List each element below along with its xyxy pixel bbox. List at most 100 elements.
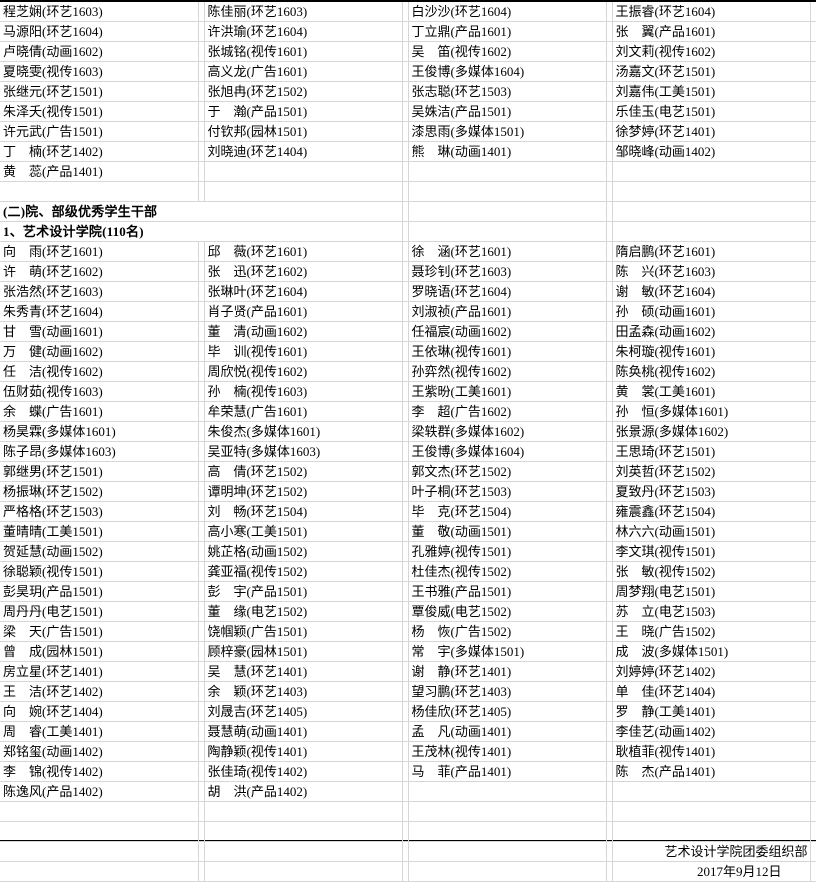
student-name-cell[interactable]: 余 颖(环艺1403) [204,681,403,702]
student-name-cell[interactable]: 付钦邦(园林1501) [204,121,403,142]
spacer-cell[interactable] [606,461,613,482]
spacer-cell[interactable] [810,461,816,482]
student-name-cell[interactable]: 于 瀚(产品1501) [204,101,403,122]
student-name-cell[interactable]: 刘嘉伟(工美1501) [612,81,811,102]
student-name-cell[interactable]: 徐聪颖(视传1501) [0,561,199,582]
spacer-cell[interactable] [810,761,816,782]
student-name-cell[interactable]: 白沙沙(环艺1604) [408,2,607,22]
spacer-cell[interactable] [402,401,409,422]
student-name-cell[interactable]: 望习鹏(环艺1403) [408,681,607,702]
spacer-cell[interactable] [606,321,613,342]
spacer-cell[interactable] [198,2,205,22]
empty-cell[interactable] [408,181,607,202]
spacer-cell[interactable] [198,721,205,742]
student-name-cell[interactable]: 孙 硕(动画1601) [612,301,811,322]
spacer-cell[interactable] [198,41,205,62]
spacer-cell[interactable] [606,561,613,582]
student-name-cell[interactable]: 梁 天(广告1501) [0,621,199,642]
empty-cell[interactable] [810,801,816,822]
student-name-cell[interactable]: 陶静颖(视传1401) [204,741,403,762]
empty-cell[interactable] [204,161,403,182]
student-name-cell[interactable]: 孙 楠(视传1603) [204,381,403,402]
spacer-cell[interactable] [198,781,205,802]
student-name-cell[interactable]: 张志聪(环艺1503) [408,81,607,102]
spacer-cell[interactable] [606,141,613,162]
spacer-cell[interactable] [810,121,816,142]
spacer-cell[interactable] [810,341,816,362]
student-name-cell[interactable]: 吴 慧(环艺1401) [204,661,403,682]
spacer-cell[interactable] [606,521,613,542]
student-name-cell[interactable]: 杜佳杰(视传1502) [408,561,607,582]
spacer-cell[interactable] [198,461,205,482]
student-name-cell[interactable]: 耿植菲(视传1401) [612,741,811,762]
empty-cell[interactable] [408,221,607,242]
spacer-cell[interactable] [402,661,409,682]
spacer-cell[interactable] [402,581,409,602]
student-name-cell[interactable]: 许元武(广告1501) [0,121,199,142]
empty-cell[interactable] [204,861,403,882]
spacer-cell[interactable] [810,721,816,742]
empty-cell[interactable] [606,201,613,222]
student-name-cell[interactable]: 熊 琳(动画1401) [408,141,607,162]
student-name-cell[interactable]: 隋启鹏(环艺1601) [612,241,811,262]
spacer-cell[interactable] [606,41,613,62]
spacer-cell[interactable] [198,641,205,662]
spacer-cell[interactable] [810,561,816,582]
empty-cell[interactable] [198,801,205,822]
student-name-cell[interactable]: 孙弈然(视传1602) [408,361,607,382]
student-name-cell[interactable]: 王思琦(环艺1501) [612,441,811,462]
spacer-cell[interactable] [198,381,205,402]
spacer-cell[interactable] [606,301,613,322]
spacer-cell[interactable] [402,81,409,102]
spacer-cell[interactable] [606,481,613,502]
student-name-cell[interactable]: 黄 裳(工美1601) [612,381,811,402]
spacer-cell[interactable] [402,61,409,82]
student-name-cell[interactable]: 王俊博(多媒体1604) [408,61,607,82]
spacer-cell[interactable] [606,341,613,362]
empty-cell[interactable] [408,821,607,842]
student-name-cell[interactable]: 漆思雨(多媒体1501) [408,121,607,142]
student-name-cell[interactable]: 陈 兴(环艺1603) [612,261,811,282]
spacer-cell[interactable] [198,541,205,562]
student-name-cell[interactable]: 邹晓峰(动画1402) [612,141,811,162]
student-name-cell[interactable]: 彭昊玥(产品1501) [0,581,199,602]
empty-cell[interactable] [204,821,403,842]
spacer-cell[interactable] [198,501,205,522]
spacer-cell[interactable] [810,521,816,542]
spacer-cell[interactable] [810,481,816,502]
spacer-cell[interactable] [402,301,409,322]
student-name-cell[interactable]: 夏晓雯(视传1603) [0,61,199,82]
spacer-cell[interactable] [606,381,613,402]
spacer-cell[interactable] [402,761,409,782]
spacer-cell[interactable] [198,261,205,282]
student-name-cell[interactable]: 常 宇(多媒体1501) [408,641,607,662]
empty-cell[interactable] [606,181,613,202]
student-name-cell[interactable]: 郭文杰(环艺1502) [408,461,607,482]
spacer-cell[interactable] [198,521,205,542]
empty-cell[interactable] [612,821,811,842]
spacer-cell[interactable] [606,21,613,42]
spacer-cell[interactable] [810,161,816,182]
spacer-cell[interactable] [606,121,613,142]
student-name-cell[interactable]: 王振睿(环艺1604) [612,2,811,22]
spacer-cell[interactable] [402,21,409,42]
student-name-cell[interactable]: 牟荣慧(广告1601) [204,401,403,422]
empty-cell[interactable] [612,781,811,802]
spacer-cell[interactable] [402,541,409,562]
spacer-cell[interactable] [606,281,613,302]
spacer-cell[interactable] [606,81,613,102]
student-name-cell[interactable]: 张继元(环艺1501) [0,81,199,102]
student-name-cell[interactable]: 向 雨(环艺1601) [0,241,199,262]
spacer-cell[interactable] [198,241,205,262]
spacer-cell[interactable] [810,841,816,862]
spacer-cell[interactable] [606,541,613,562]
student-name-cell[interactable]: 刘文莉(视传1602) [612,41,811,62]
spacer-cell[interactable] [402,601,409,622]
spacer-cell[interactable] [402,521,409,542]
spacer-cell[interactable] [606,241,613,262]
spacer-cell[interactable] [198,61,205,82]
spacer-cell[interactable] [402,621,409,642]
spacer-cell[interactable] [810,661,816,682]
empty-cell[interactable] [408,861,607,882]
student-name-cell[interactable]: 张浩然(环艺1603) [0,281,199,302]
